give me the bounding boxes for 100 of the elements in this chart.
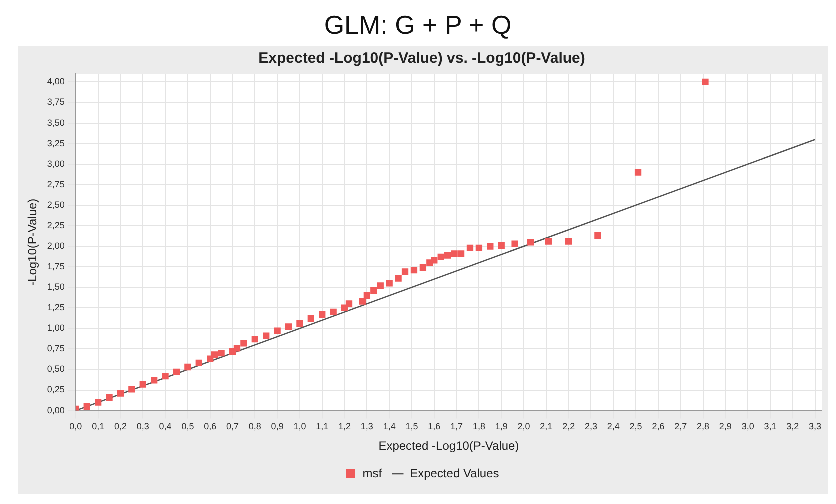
x-tick-label: 0,6 — [204, 422, 217, 432]
point — [330, 308, 337, 316]
y-tick-label: 0,75 — [47, 344, 65, 354]
x-tick-label: 1,7 — [450, 422, 464, 432]
x-tick-label: 2,7 — [674, 422, 688, 432]
point — [476, 244, 483, 252]
point — [263, 332, 270, 340]
y-tick-label: 0,00 — [47, 405, 65, 416]
point — [285, 324, 292, 330]
x-tick-label: 2,0 — [518, 422, 530, 432]
y-tick-label: 2,50 — [47, 200, 65, 210]
y-tick-label: 0,25 — [47, 384, 65, 395]
x-tick-label: 2,6 — [652, 422, 665, 432]
y-tick-label: 2,00 — [47, 240, 65, 251]
point — [420, 264, 427, 272]
point — [234, 345, 241, 352]
point — [702, 78, 709, 86]
point — [173, 368, 180, 376]
point — [512, 240, 518, 248]
x-axis-title: Expected -Log10(P-Value) — [378, 439, 520, 454]
y-tick-label: 3,50 — [47, 118, 65, 128]
legend-label: msf — [362, 466, 383, 480]
y-tick-label: 2,75 — [47, 179, 65, 190]
y-tick-label: 3,00 — [47, 158, 65, 169]
point — [212, 352, 218, 358]
x-tick-label: 0,9 — [271, 422, 284, 432]
y-tick-label: 1,25 — [47, 302, 65, 313]
x-tick-label: 2,3 — [584, 422, 598, 432]
point — [346, 300, 353, 308]
x-tick-label: 0,1 — [92, 422, 105, 432]
x-tick-label: 2,2 — [562, 422, 576, 432]
x-tick-label: 1,0 — [294, 422, 306, 432]
x-tick-label: 0,4 — [159, 422, 172, 432]
point — [319, 311, 326, 318]
x-tick-label: 0,5 — [182, 422, 194, 432]
x-tick-label: 3,1 — [764, 422, 777, 432]
point — [370, 288, 378, 294]
point — [466, 244, 474, 252]
point — [196, 360, 202, 366]
point — [498, 242, 505, 250]
point — [162, 372, 169, 380]
point — [296, 320, 304, 328]
x-tick-label: 0,7 — [226, 422, 240, 432]
point — [527, 239, 534, 246]
y-tick-label: 4,00 — [47, 76, 65, 87]
point — [140, 381, 146, 388]
legend-label: Expected Values — [410, 466, 500, 480]
point — [94, 399, 102, 406]
point — [451, 250, 458, 258]
x-tick-label: 2,4 — [607, 422, 620, 432]
point — [151, 377, 158, 384]
y-tick-label: 0,50 — [47, 364, 65, 374]
point — [218, 350, 225, 357]
point — [252, 336, 258, 343]
point — [545, 238, 552, 245]
point — [594, 232, 602, 240]
point — [128, 386, 136, 393]
point — [386, 280, 393, 287]
x-tick-label: 0,3 — [136, 422, 150, 432]
x-tick-label: 1,9 — [495, 422, 508, 432]
x-tick-label: 2,5 — [630, 422, 642, 432]
y-tick-label: 1,50 — [47, 282, 65, 292]
point — [106, 394, 113, 401]
point — [274, 328, 281, 334]
x-tick-label: 0,2 — [114, 422, 127, 432]
x-tick-label: 1,6 — [428, 422, 441, 432]
point — [308, 315, 314, 322]
y-tick-label: 2,25 — [47, 220, 65, 230]
point — [458, 250, 465, 258]
point — [438, 254, 444, 261]
point — [84, 403, 90, 410]
point — [395, 275, 402, 282]
point — [377, 282, 384, 290]
x-tick-label: 2,8 — [696, 422, 710, 432]
point — [634, 169, 642, 176]
point — [444, 252, 452, 259]
x-tick-label: 1,8 — [472, 422, 486, 432]
x-tick-label: 1,4 — [383, 422, 396, 432]
x-tick-label: 1,2 — [338, 422, 352, 432]
point — [487, 243, 494, 250]
y-tick-label: 3,75 — [47, 97, 65, 108]
x-tick-label: 1,1 — [316, 422, 329, 432]
x-tick-label: 0,8 — [248, 422, 262, 432]
point — [359, 298, 366, 305]
point — [184, 364, 192, 371]
point — [117, 390, 124, 397]
y-tick-label: 1,75 — [47, 262, 65, 272]
y-tick-label: 1,00 — [47, 323, 65, 334]
x-tick-label: 3,2 — [786, 422, 800, 432]
x-tick-label: 0,0 — [70, 422, 82, 432]
point — [364, 292, 371, 300]
x-tick-label: 2,9 — [719, 422, 732, 432]
x-tick-label: 3,0 — [742, 422, 754, 432]
x-tick-label: 1,5 — [406, 422, 418, 432]
y-axis-title: -Log10(P-Value) — [26, 198, 40, 286]
chart-title: GLM: G + P + Q — [323, 9, 513, 42]
x-tick-label: 1,3 — [360, 422, 374, 432]
point — [431, 257, 438, 264]
point — [240, 340, 248, 347]
x-tick-label: 2,1 — [540, 422, 553, 432]
